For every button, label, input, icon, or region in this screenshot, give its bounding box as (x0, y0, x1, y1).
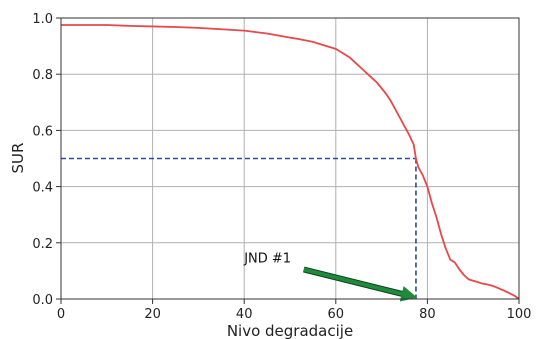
y-tick-label: 0.8 (32, 68, 53, 83)
x-axis-label: Nivo degradacije (227, 322, 353, 339)
threshold-lines (61, 157, 417, 299)
x-axis-ticks: 0 20 40 60 80 100 (57, 299, 532, 322)
annotation-arrow (303, 267, 418, 302)
series-group (61, 24, 520, 300)
plot-frame (60, 17, 520, 300)
y-tick-label: 0.6 (32, 124, 53, 139)
x-tick-label: 60 (328, 307, 345, 322)
series-line-0 (61, 24, 520, 300)
y-tick-label: 0.4 (32, 181, 53, 196)
y-axis-ticks: 0.0 0.2 0.4 0.6 0.8 1.0 (32, 12, 61, 308)
y-tick-label: 0.2 (32, 237, 53, 252)
annotation-group: JND #1 (243, 251, 418, 302)
y-tick-label: 0.0 (32, 293, 53, 308)
y-axis-label: SUR (9, 143, 27, 174)
x-tick-label: 20 (144, 307, 161, 322)
x-tick-label: 80 (419, 307, 436, 322)
annotation-label: JND #1 (243, 251, 291, 266)
y-tick-label: 1.0 (32, 12, 53, 27)
x-tick-label: 40 (236, 307, 253, 322)
x-tick-label: 100 (507, 307, 532, 322)
x-tick-label: 0 (57, 307, 65, 322)
